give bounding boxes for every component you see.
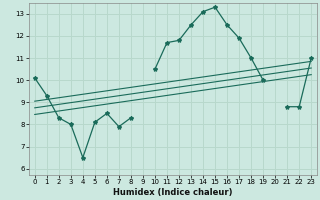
X-axis label: Humidex (Indice chaleur): Humidex (Indice chaleur) [113, 188, 233, 197]
